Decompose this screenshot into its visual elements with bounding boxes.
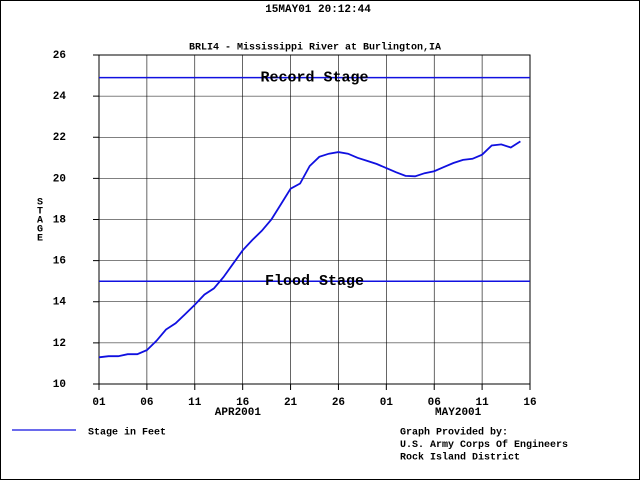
x-tick-label: 01 <box>380 397 394 409</box>
chart-title: BRLI4 - Mississippi River at Burlington,… <box>189 42 441 54</box>
x-tick-label: 11 <box>476 397 490 409</box>
x-group-label: APR2001 <box>215 407 262 419</box>
y-tick-label: 22 <box>53 132 66 144</box>
reference-label: Record Stage <box>260 70 368 87</box>
header: 15MAY01 20:12:44 <box>265 4 371 16</box>
reference-label: Flood Stage <box>265 273 364 290</box>
y-tick-label: 10 <box>53 379 66 391</box>
y-axis-label: STAGE <box>35 198 46 243</box>
y-tick-label: 24 <box>53 91 67 103</box>
x-tick-label: 01 <box>92 397 106 409</box>
y-tick-label: 20 <box>53 173 66 185</box>
x-group-label: MAY2001 <box>435 407 482 419</box>
plot-frame <box>98 54 531 385</box>
y-tick-label: 14 <box>53 297 67 309</box>
y-tick-label: 18 <box>53 214 67 226</box>
y-tick-label: 16 <box>53 256 66 268</box>
x-tick-label: 11 <box>188 397 202 409</box>
y-tick-label: 26 <box>53 50 66 62</box>
credit-line: U.S. Army Corps Of Engineers <box>400 439 568 451</box>
x-tick-label: 26 <box>332 397 345 409</box>
y-tick-label: 12 <box>53 338 66 350</box>
legend-label: Stage in Feet <box>88 427 166 439</box>
x-tick-label: 16 <box>523 397 536 409</box>
x-tick-label: 06 <box>140 397 153 409</box>
x-tick-label: 21 <box>284 397 298 409</box>
series-line <box>98 140 521 359</box>
credit-line: Rock Island District <box>400 452 520 464</box>
x-tick-label: 16 <box>236 397 249 409</box>
x-tick-label: 06 <box>428 397 441 409</box>
credit-line: Graph Provided by: <box>400 427 508 439</box>
